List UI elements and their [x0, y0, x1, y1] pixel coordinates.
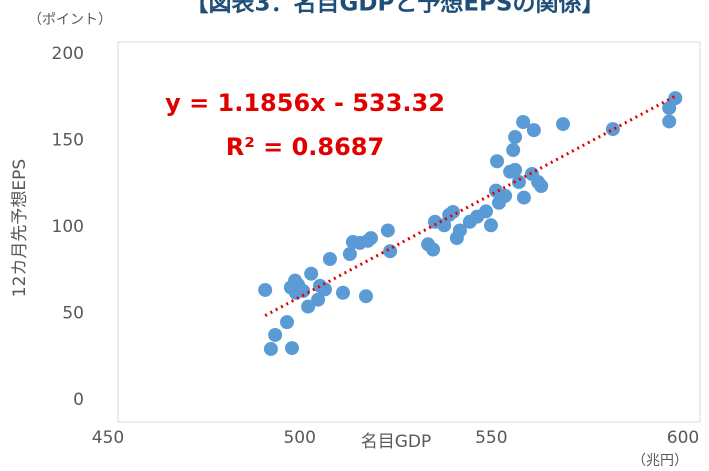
y-tick-label: 150 [52, 131, 84, 151]
point [426, 242, 441, 257]
point [483, 218, 498, 233]
point [446, 204, 460, 219]
point [526, 123, 541, 138]
x-tick-label: 500 [283, 428, 315, 448]
x-unit: （兆円） [632, 453, 688, 469]
point [280, 315, 295, 330]
point [335, 285, 350, 300]
point [452, 223, 467, 238]
point [322, 252, 337, 267]
point [285, 341, 299, 356]
point [301, 299, 316, 314]
point [490, 154, 505, 169]
point [478, 204, 493, 219]
point [506, 143, 521, 158]
x-tick-label: 450 [92, 428, 124, 448]
point [342, 246, 357, 261]
point [268, 327, 283, 342]
point [380, 223, 395, 238]
y-axis-label: 12カ月先予想EPS [10, 159, 30, 297]
y-unit: （ポイント） [28, 12, 112, 28]
point [511, 175, 526, 190]
trend-equation: y = 1.1856x - 533.32 [165, 89, 445, 117]
plot-frame [117, 41, 701, 423]
point [605, 122, 620, 137]
point [508, 130, 523, 145]
point [363, 231, 378, 246]
point [516, 190, 531, 205]
x-axis-label: 名目GDP [361, 432, 432, 452]
point [383, 244, 398, 259]
y-tick-label: 0 [73, 390, 84, 410]
point [668, 91, 683, 106]
point [317, 282, 332, 297]
point [508, 162, 523, 177]
point [258, 282, 273, 297]
point [358, 289, 373, 304]
point [534, 178, 549, 193]
point [311, 292, 326, 307]
x-tick-label: 600 [667, 428, 699, 448]
point [516, 114, 531, 129]
trend-r2: R² = 0.8687 [226, 133, 384, 161]
x-tick-label: 550 [475, 428, 507, 448]
point [662, 114, 677, 129]
y-tick-label: 200 [52, 44, 84, 64]
point [263, 341, 278, 356]
point [304, 266, 319, 281]
point [498, 188, 513, 203]
chart-title: 【図表3：名目GDPと予想EPSの関係】 [186, 0, 605, 17]
y-tick-label: 50 [62, 304, 84, 324]
point [556, 117, 571, 132]
y-tick-label: 100 [52, 217, 84, 237]
point [288, 285, 303, 300]
